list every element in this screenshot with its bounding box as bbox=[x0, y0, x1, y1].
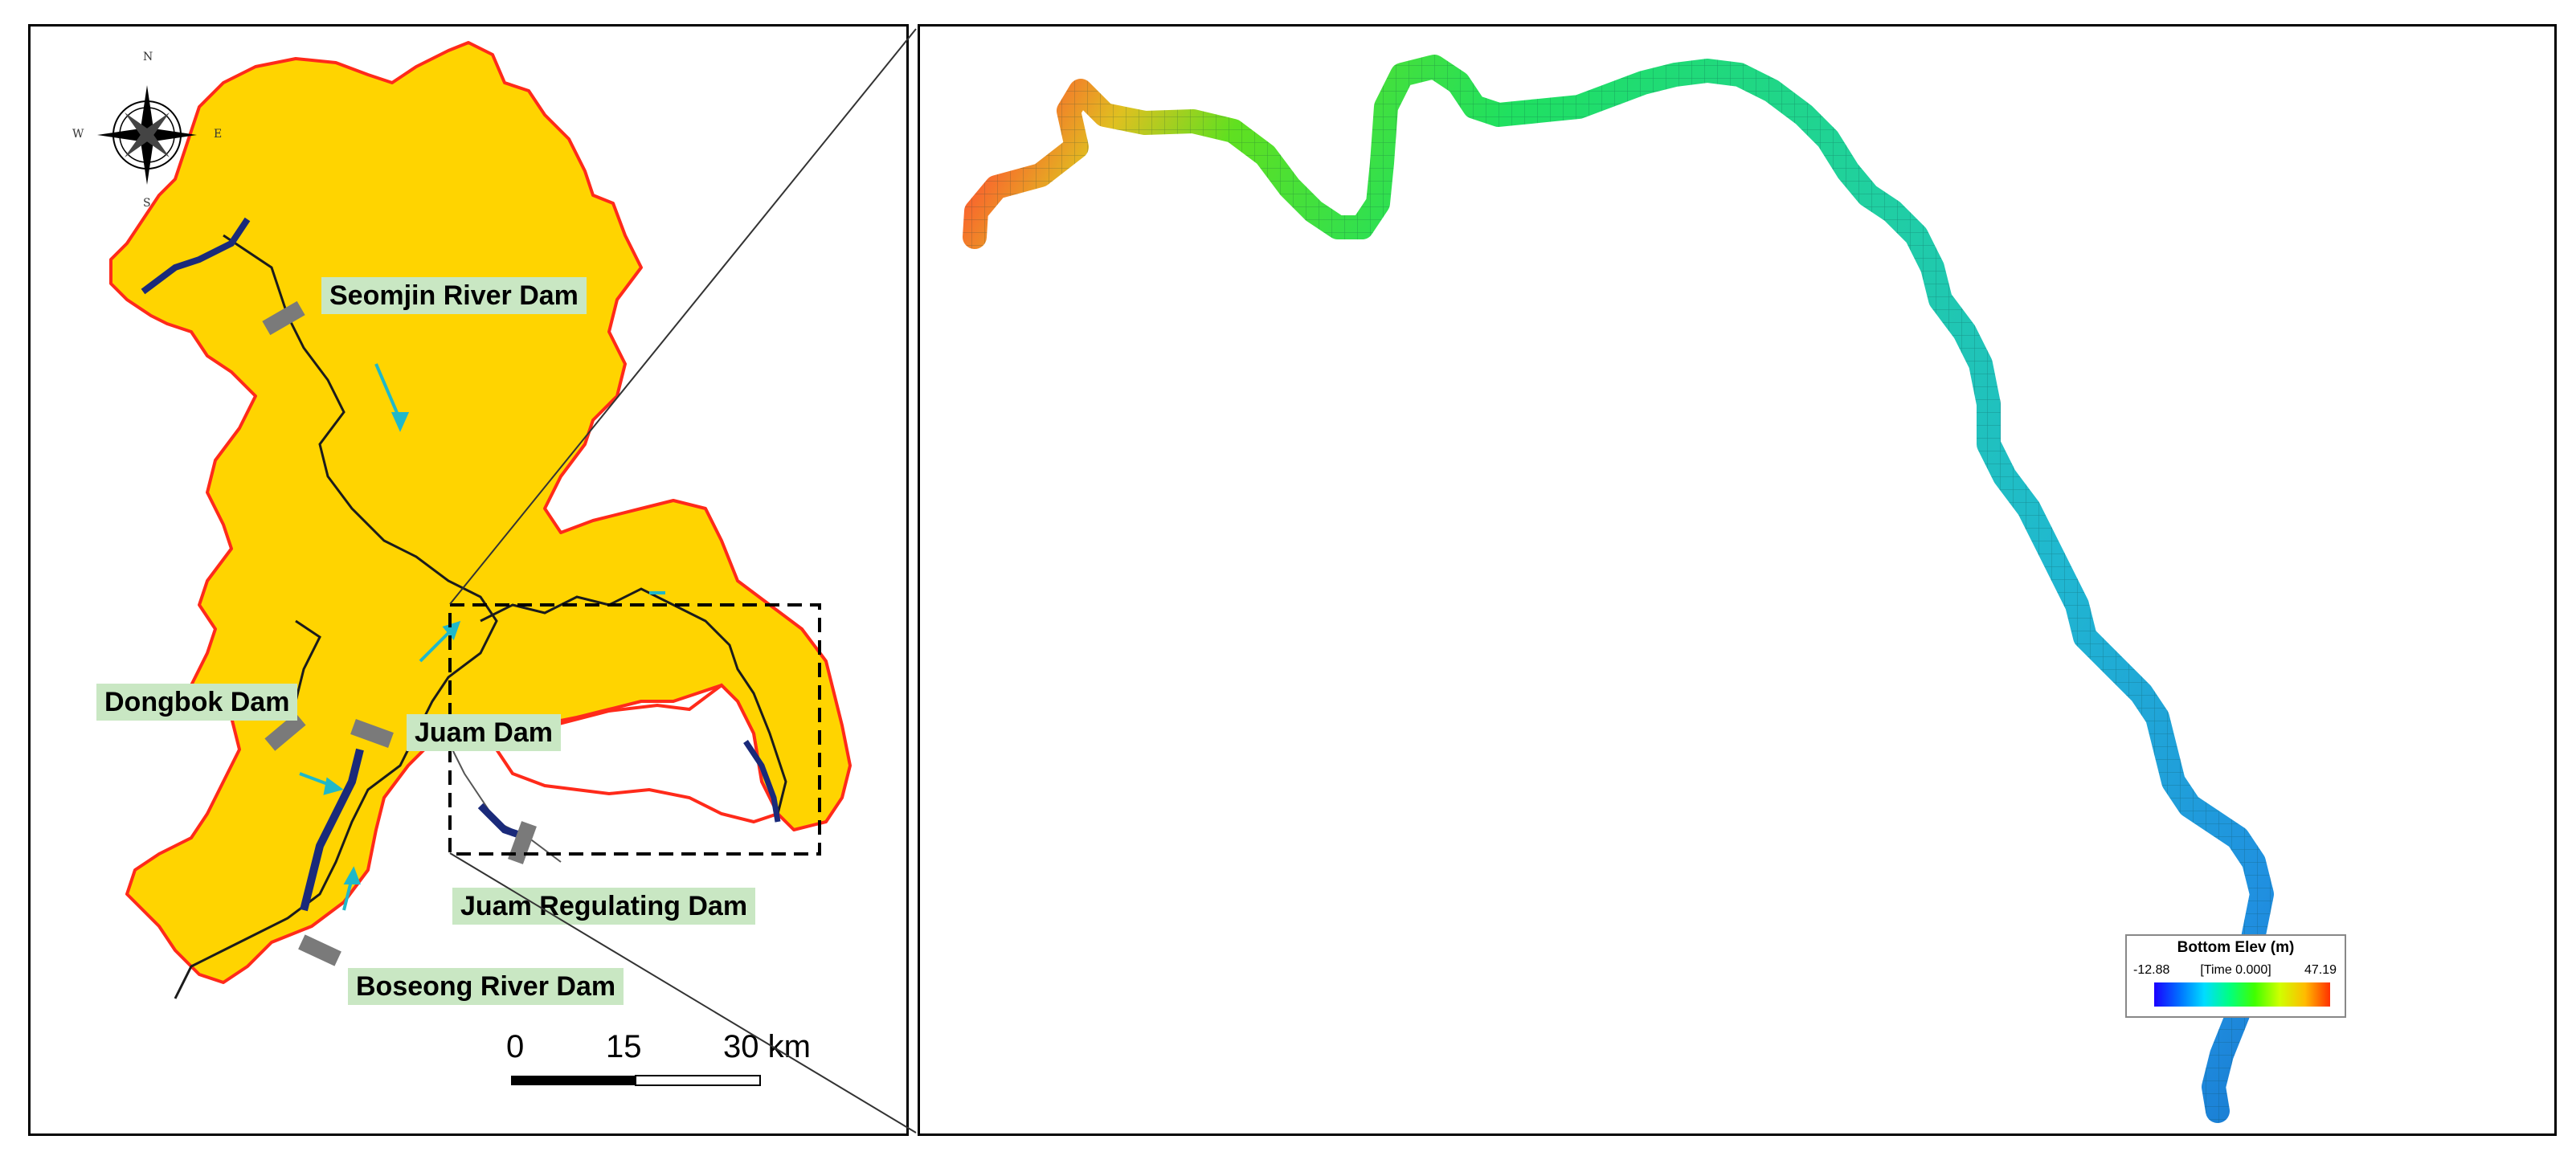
compass-rose-icon bbox=[97, 85, 197, 185]
juam-dam-label: Juam Dam bbox=[407, 714, 561, 751]
juam-reservoir bbox=[300, 748, 364, 912]
juam-regulating-dam-label: Juam Regulating Dam bbox=[452, 888, 756, 925]
seomjin-dam-marker bbox=[262, 300, 305, 336]
compass-south-label: S bbox=[143, 197, 151, 210]
legend-min-value: -12.88 bbox=[2133, 963, 2170, 977]
river-mesh bbox=[963, 55, 2274, 1123]
compass-east-label: E bbox=[214, 128, 223, 141]
legend-color-bar bbox=[2154, 982, 2330, 1007]
scale-label-15: 15 bbox=[606, 1029, 642, 1064]
juam-dam-marker bbox=[350, 719, 394, 748]
dongbok-dam-label: Dongbok Dam bbox=[96, 684, 298, 721]
boseong-river-dam-label: Boseong River Dam bbox=[348, 968, 624, 1005]
elevation-legend: Bottom Elev (m) -12.88 [Time 0.000] 47.1… bbox=[2125, 934, 2346, 1018]
scale-bar bbox=[511, 1075, 761, 1086]
dongbok-dam-marker bbox=[264, 713, 306, 751]
basin-map-panel: N S E W Seomjin River Dam Dongbok Dam Ju… bbox=[28, 24, 909, 1136]
legend-max-value: 47.19 bbox=[2304, 963, 2337, 977]
compass-west-label: W bbox=[72, 128, 84, 141]
compass-north-label: N bbox=[143, 51, 153, 63]
boseong-dam-marker bbox=[298, 934, 341, 966]
river-mesh-panel: Bottom Elev (m) -12.88 [Time 0.000] 47.1… bbox=[918, 24, 2557, 1136]
juam-regulating-dam-marker bbox=[508, 821, 537, 864]
tributary-river bbox=[480, 587, 787, 815]
scale-label-0: 0 bbox=[506, 1029, 525, 1064]
basin-area bbox=[109, 41, 852, 984]
river-mesh-grid bbox=[963, 55, 2274, 1123]
seomjin-reservoir bbox=[141, 217, 251, 295]
upper-juam-reservoir bbox=[743, 740, 781, 823]
seomjin-river-dam-label: Seomjin River Dam bbox=[321, 277, 587, 314]
scale-label-30km: 30 km bbox=[723, 1029, 811, 1064]
legend-time: [Time 0.000] bbox=[2200, 963, 2271, 977]
legend-title: Bottom Elev (m) bbox=[2177, 939, 2295, 956]
